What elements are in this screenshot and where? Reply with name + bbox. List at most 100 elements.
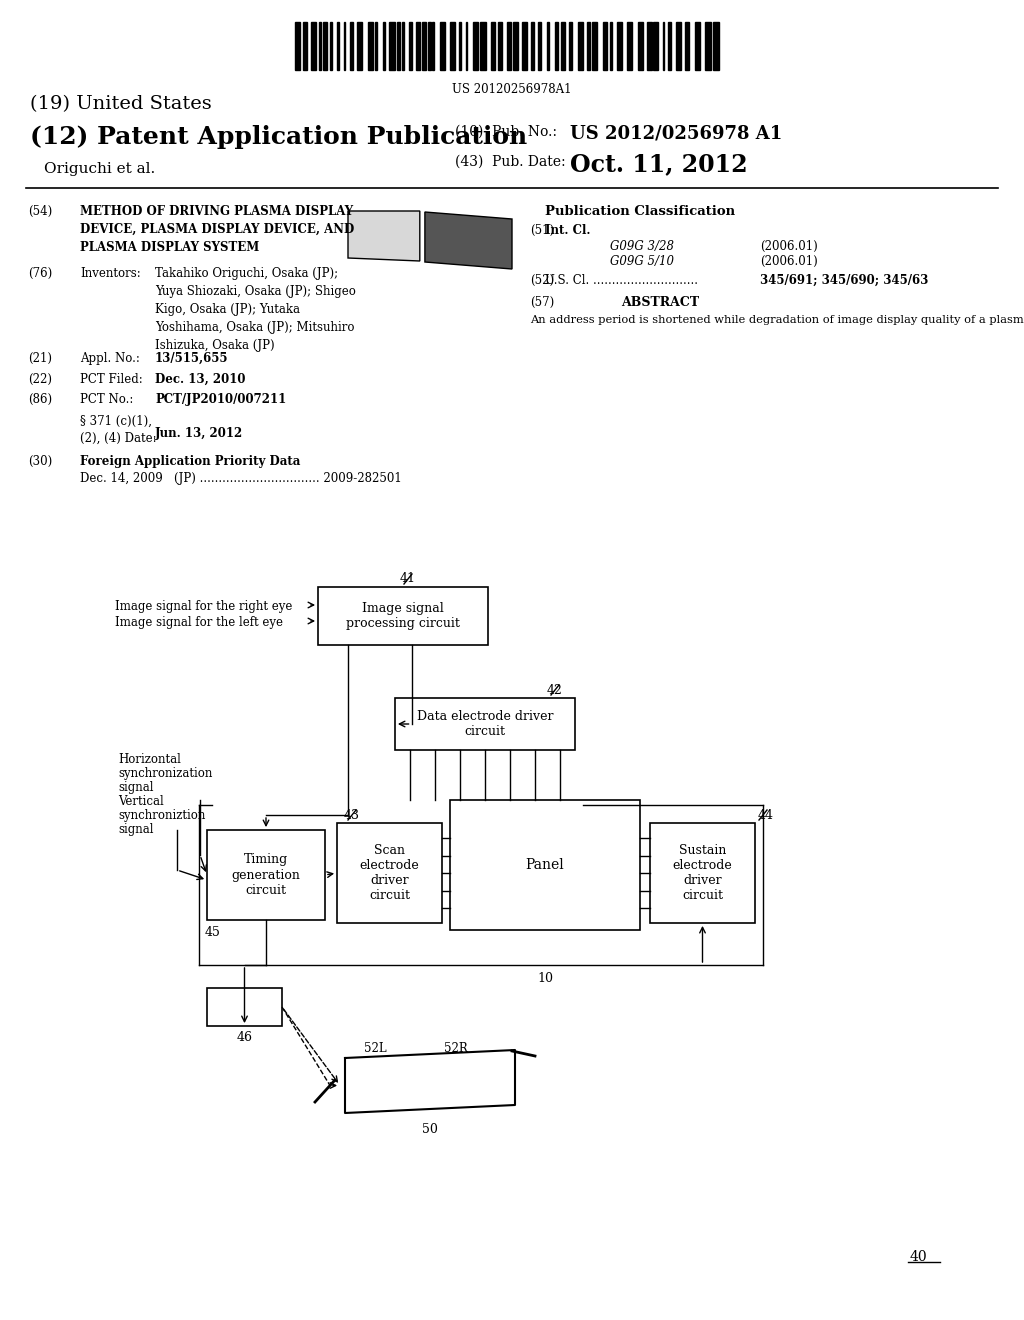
Bar xyxy=(450,800,640,931)
Bar xyxy=(416,22,421,70)
Bar xyxy=(324,22,327,70)
Text: (2006.01): (2006.01) xyxy=(760,240,818,253)
Text: (2006.01): (2006.01) xyxy=(760,255,818,268)
Text: 52R: 52R xyxy=(443,1041,467,1055)
Bar xyxy=(375,22,377,70)
Bar xyxy=(507,22,511,70)
Bar xyxy=(295,22,300,70)
Text: 44: 44 xyxy=(758,809,774,822)
Text: Origuchi et al.: Origuchi et al. xyxy=(44,162,156,176)
Text: 10: 10 xyxy=(537,972,553,985)
Text: Scan
electrode
driver
circuit: Scan electrode driver circuit xyxy=(359,843,420,902)
Bar xyxy=(713,22,719,70)
Text: PCT/JP2010/007211: PCT/JP2010/007211 xyxy=(155,393,287,407)
Bar xyxy=(401,22,404,70)
Bar xyxy=(440,22,445,70)
Bar xyxy=(357,22,362,70)
Text: U.S. Cl. ............................: U.S. Cl. ............................ xyxy=(545,275,698,286)
Text: Oct. 11, 2012: Oct. 11, 2012 xyxy=(570,152,748,176)
Text: Publication Classification: Publication Classification xyxy=(545,205,735,218)
Bar xyxy=(638,22,643,70)
Text: Int. Cl.: Int. Cl. xyxy=(545,224,591,238)
Text: Takahiko Origuchi, Osaka (JP);
Yuya Shiozaki, Osaka (JP); Shigeo
Kigo, Osaka (JP: Takahiko Origuchi, Osaka (JP); Yuya Shio… xyxy=(155,267,356,352)
Bar xyxy=(587,22,590,70)
Bar xyxy=(695,22,700,70)
Bar xyxy=(676,22,682,70)
Text: 13/515,655: 13/515,655 xyxy=(155,352,228,366)
Text: 52L: 52L xyxy=(365,1041,387,1055)
Text: (51): (51) xyxy=(530,224,554,238)
Text: (76): (76) xyxy=(28,267,52,280)
Bar xyxy=(531,22,534,70)
Bar xyxy=(603,22,607,70)
Text: (43)  Pub. Date:: (43) Pub. Date: xyxy=(455,154,565,169)
Text: Foreign Application Priority Data: Foreign Application Priority Data xyxy=(80,455,300,469)
Bar xyxy=(337,22,339,70)
Text: 345/691; 345/690; 345/63: 345/691; 345/690; 345/63 xyxy=(760,275,929,286)
Bar xyxy=(569,22,572,70)
Bar xyxy=(706,22,712,70)
Polygon shape xyxy=(425,213,512,269)
Text: Sustain
electrode
driver
circuit: Sustain electrode driver circuit xyxy=(673,843,732,902)
Text: signal: signal xyxy=(118,822,154,836)
Bar xyxy=(539,22,541,70)
Bar xyxy=(207,830,325,920)
Text: Horizontal: Horizontal xyxy=(118,752,181,766)
Polygon shape xyxy=(348,211,420,261)
Text: (12) Patent Application Publication: (12) Patent Application Publication xyxy=(30,125,527,149)
Text: 41: 41 xyxy=(400,572,416,585)
Bar xyxy=(663,22,665,70)
Text: synchroniztion: synchroniztion xyxy=(118,809,206,822)
Bar xyxy=(653,22,658,70)
Bar xyxy=(344,22,345,70)
Text: (86): (86) xyxy=(28,393,52,407)
Text: METHOD OF DRIVING PLASMA DISPLAY
DEVICE, PLASMA DISPLAY DEVICE, AND
PLASMA DISPL: METHOD OF DRIVING PLASMA DISPLAY DEVICE,… xyxy=(80,205,354,253)
Bar xyxy=(368,22,374,70)
Bar xyxy=(647,22,651,70)
Bar xyxy=(383,22,385,70)
Bar xyxy=(592,22,597,70)
Text: ABSTRACT: ABSTRACT xyxy=(621,296,699,309)
Bar xyxy=(349,22,353,70)
Bar xyxy=(480,22,486,70)
Text: Data electrode driver
circuit: Data electrode driver circuit xyxy=(417,710,553,738)
Text: (21): (21) xyxy=(28,352,52,366)
Text: 46: 46 xyxy=(237,1031,253,1044)
Bar xyxy=(395,698,575,750)
Bar xyxy=(668,22,672,70)
Text: (30): (30) xyxy=(28,455,52,469)
Bar xyxy=(610,22,612,70)
Text: (52): (52) xyxy=(530,275,554,286)
Bar xyxy=(466,22,467,70)
Text: Jun. 13, 2012: Jun. 13, 2012 xyxy=(155,426,244,440)
Text: Panel: Panel xyxy=(525,858,564,873)
Text: 45: 45 xyxy=(205,927,221,939)
Text: synchronization: synchronization xyxy=(118,767,212,780)
Bar xyxy=(318,587,488,645)
Text: (22): (22) xyxy=(28,374,52,385)
Text: 43: 43 xyxy=(344,809,360,822)
Bar xyxy=(627,22,632,70)
Bar xyxy=(410,22,412,70)
Bar xyxy=(303,22,307,70)
Text: Timing
generation
circuit: Timing generation circuit xyxy=(231,854,300,896)
Text: Dec. 14, 2009   (JP) ................................ 2009-282501: Dec. 14, 2009 (JP) .....................… xyxy=(80,473,401,484)
Bar xyxy=(579,22,583,70)
Bar xyxy=(422,22,426,70)
Bar xyxy=(473,22,478,70)
Text: Image signal for the left eye: Image signal for the left eye xyxy=(115,616,283,630)
Bar xyxy=(498,22,503,70)
Text: An address period is shortened while degradation of image display quality of a p: An address period is shortened while deg… xyxy=(530,315,1024,325)
Bar xyxy=(685,22,689,70)
Text: (10)  Pub. No.:: (10) Pub. No.: xyxy=(455,125,557,139)
Bar xyxy=(337,822,442,923)
Bar xyxy=(330,22,332,70)
Text: 50: 50 xyxy=(422,1123,438,1137)
Bar xyxy=(451,22,456,70)
Text: G09G 3/28: G09G 3/28 xyxy=(610,240,674,253)
Bar xyxy=(311,22,316,70)
Text: § 371 (c)(1),
(2), (4) Date:: § 371 (c)(1), (2), (4) Date: xyxy=(80,414,157,445)
Text: Image signal
processing circuit: Image signal processing circuit xyxy=(346,602,460,630)
Bar xyxy=(396,22,400,70)
Bar xyxy=(522,22,527,70)
